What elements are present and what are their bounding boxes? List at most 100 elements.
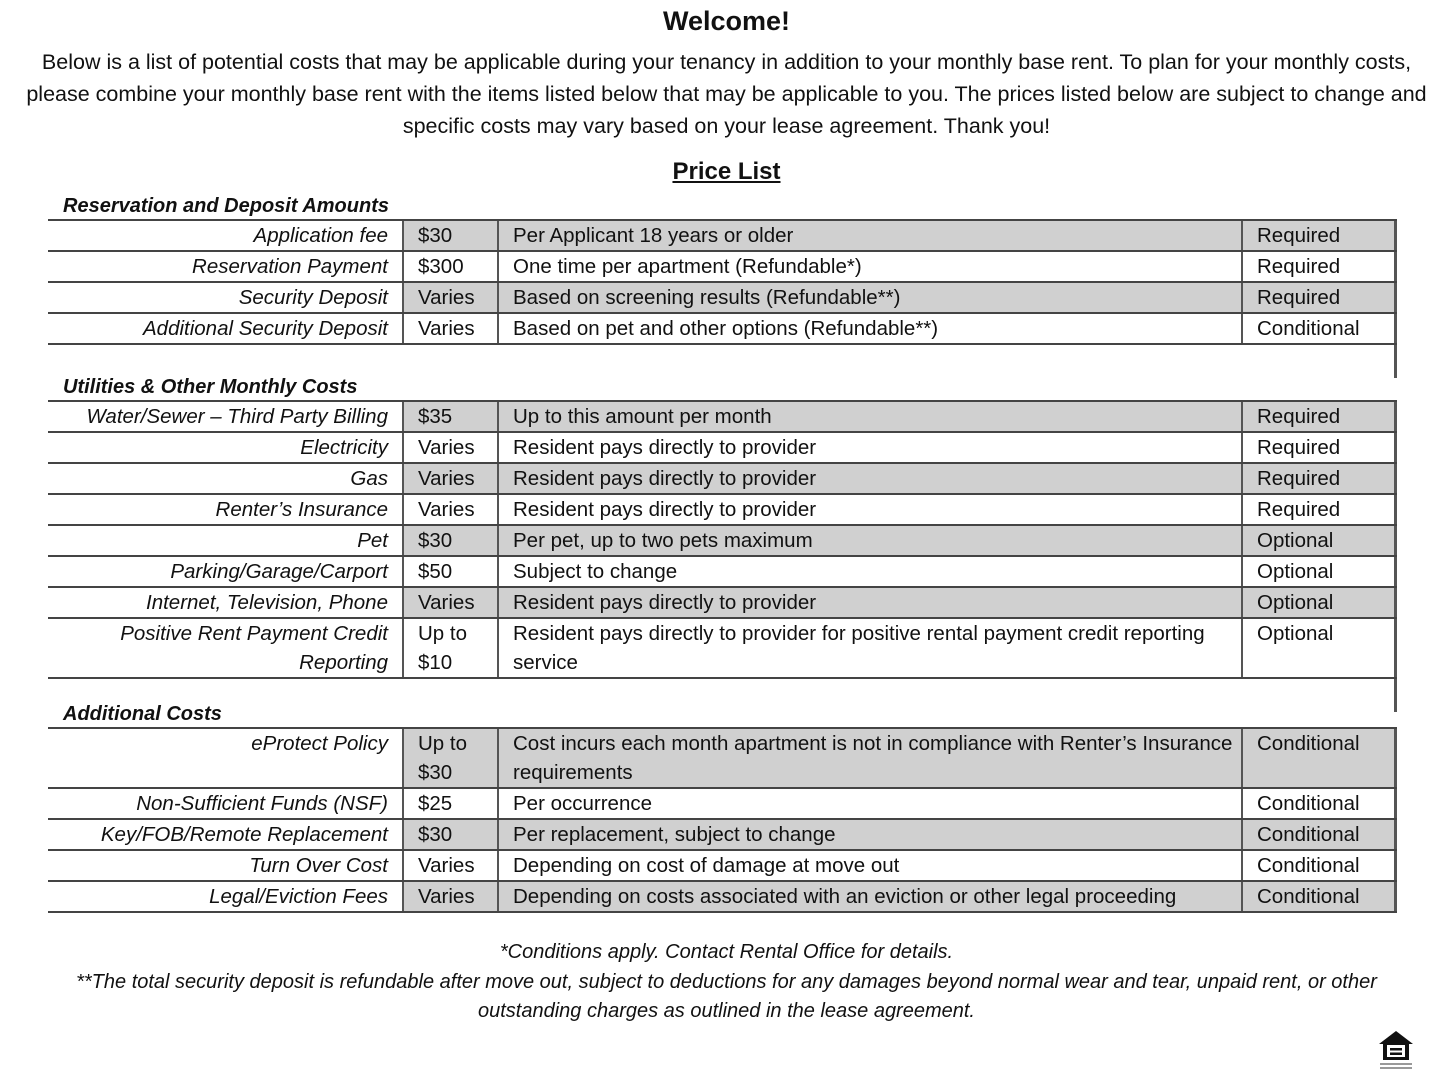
item-description: Depending on costs associated with an ev… bbox=[497, 882, 1241, 911]
table-row: Key/FOB/Remote Replacement $30 Per replace… bbox=[48, 818, 1397, 849]
item-amount: $30 bbox=[402, 526, 497, 555]
item-amount: $300 bbox=[402, 252, 497, 281]
table-row: Legal/Eviction Fees Varies Depending on co… bbox=[48, 880, 1397, 913]
section-reservation-deposit: Reservation and Deposit Amounts Applicati… bbox=[48, 193, 1397, 378]
price-table: Water/Sewer – Third Party Billing $35 Up t… bbox=[48, 400, 1397, 679]
item-amount: $30 bbox=[402, 820, 497, 849]
equal-housing-opportunity-icon bbox=[1379, 1031, 1413, 1069]
item-status: Conditional bbox=[1241, 820, 1397, 849]
item-label: Reservation Payment bbox=[192, 255, 388, 278]
item-amount: Varies bbox=[402, 851, 497, 880]
item-label: eProtect Policy bbox=[251, 732, 388, 755]
section-heading: Utilities & Other Monthly Costs bbox=[63, 376, 358, 398]
item-amount: Varies bbox=[402, 433, 497, 462]
table-row: Water/Sewer – Third Party Billing $35 Up t… bbox=[48, 400, 1397, 431]
item-label: Water/Sewer – Third Party Billing bbox=[86, 405, 388, 428]
section-utilities: Utilities & Other Monthly Costs Water/Sew… bbox=[48, 374, 1397, 712]
item-status: Required bbox=[1241, 464, 1397, 493]
item-status: Conditional bbox=[1241, 314, 1397, 343]
item-description: Subject to change bbox=[497, 557, 1241, 586]
item-amount: Varies bbox=[402, 495, 497, 524]
item-description: Cost incurs each month apartment is not … bbox=[497, 729, 1241, 787]
table-row: eProtect Policy Up to $30 Cost incurs each … bbox=[48, 727, 1397, 787]
item-description: Resident pays directly to provider bbox=[497, 433, 1241, 462]
item-status: Required bbox=[1241, 283, 1397, 312]
footnotes: *Conditions apply. Contact Rental Office… bbox=[40, 938, 1413, 1027]
item-label: Parking/Garage/Carport bbox=[170, 560, 388, 583]
table-row: Gas Varies Resident pays directly to provi… bbox=[48, 462, 1397, 493]
item-amount: $30 bbox=[402, 221, 497, 250]
item-amount: Varies bbox=[402, 464, 497, 493]
table-row: Additional Security Deposit Varies Based o… bbox=[48, 312, 1397, 345]
price-table: eProtect Policy Up to $30 Cost incurs each … bbox=[48, 727, 1397, 913]
item-label: Additional Security Deposit bbox=[143, 317, 388, 340]
section-spacer bbox=[402, 679, 1397, 712]
item-status: Optional bbox=[1241, 619, 1397, 677]
item-status: Optional bbox=[1241, 588, 1397, 617]
price-list-heading: Price List bbox=[672, 158, 781, 185]
item-status: Conditional bbox=[1241, 789, 1397, 818]
item-label: Security Deposit bbox=[238, 286, 388, 309]
item-description: Resident pays directly to provider bbox=[497, 495, 1241, 524]
item-amount: Varies bbox=[402, 882, 497, 911]
item-amount: Varies bbox=[402, 588, 497, 617]
page-title: Welcome! bbox=[662, 6, 791, 36]
item-description: Per replacement, subject to change bbox=[497, 820, 1241, 849]
item-status: Required bbox=[1241, 402, 1397, 431]
item-amount: $35 bbox=[402, 402, 497, 431]
item-status: Conditional bbox=[1241, 882, 1397, 911]
item-description: Per Applicant 18 years or older bbox=[497, 221, 1241, 250]
item-amount: $50 bbox=[402, 557, 497, 586]
item-label: Renter’s Insurance bbox=[215, 498, 388, 521]
price-table: Application fee $30 Per Applicant 18 years… bbox=[48, 219, 1397, 345]
item-description: Per pet, up to two pets maximum bbox=[497, 526, 1241, 555]
item-description: One time per apartment (Refundable*) bbox=[497, 252, 1241, 281]
section-spacer bbox=[402, 345, 1397, 378]
table-row: Reservation Payment $300 One time per apar… bbox=[48, 250, 1397, 281]
section-heading: Additional Costs bbox=[63, 703, 222, 725]
table-row: Application fee $30 Per Applicant 18 years… bbox=[48, 219, 1397, 250]
item-label: Gas bbox=[350, 467, 388, 490]
item-description: Resident pays directly to provider for p… bbox=[497, 619, 1241, 677]
item-label: Non-Sufficient Funds (NSF) bbox=[136, 792, 388, 815]
item-amount: Up to $30 bbox=[402, 729, 497, 787]
item-description: Depending on cost of damage at move out bbox=[497, 851, 1241, 880]
table-row: Parking/Garage/Carport $50 Subject to chan… bbox=[48, 555, 1397, 586]
intro-paragraph: Below is a list of potential costs that … bbox=[26, 50, 1427, 138]
table-row: Electricity Varies Resident pays directly … bbox=[48, 431, 1397, 462]
item-status: Required bbox=[1241, 433, 1397, 462]
item-status: Required bbox=[1241, 495, 1397, 524]
footnote-security-deposit: **The total security deposit is refundab… bbox=[76, 970, 1377, 1023]
item-description: Resident pays directly to provider bbox=[497, 588, 1241, 617]
item-label: Positive Rent Payment Credit Reporting bbox=[120, 622, 388, 674]
item-label: Legal/Eviction Fees bbox=[209, 885, 388, 908]
item-status: Required bbox=[1241, 252, 1397, 281]
item-description: Based on screening results (Refundable**… bbox=[497, 283, 1241, 312]
item-label: Application fee bbox=[253, 224, 388, 247]
section-additional-costs: Additional Costs eProtect Policy Up to $30 C… bbox=[48, 701, 1397, 913]
item-status: Optional bbox=[1241, 557, 1397, 586]
item-status: Optional bbox=[1241, 526, 1397, 555]
item-amount: Varies bbox=[402, 283, 497, 312]
item-label: Electricity bbox=[300, 436, 388, 459]
item-description: Resident pays directly to provider bbox=[497, 464, 1241, 493]
table-row: Positive Rent Payment Credit Reporting Up … bbox=[48, 617, 1397, 679]
footnote-conditions: *Conditions apply. Contact Rental Office… bbox=[499, 941, 954, 963]
item-status: Required bbox=[1241, 221, 1397, 250]
section-heading: Reservation and Deposit Amounts bbox=[63, 195, 389, 217]
item-amount: Varies bbox=[402, 314, 497, 343]
item-label: Pet bbox=[357, 529, 388, 552]
item-status: Conditional bbox=[1241, 729, 1397, 787]
item-amount: $25 bbox=[402, 789, 497, 818]
table-row: Pet $30 Per pet, up to two pets maximum Opt… bbox=[48, 524, 1397, 555]
table-row: Renter’s Insurance Varies Resident pays di… bbox=[48, 493, 1397, 524]
table-row: Non-Sufficient Funds (NSF) $25 Per occurre… bbox=[48, 787, 1397, 818]
item-label: Key/FOB/Remote Replacement bbox=[100, 823, 388, 846]
item-label: Turn Over Cost bbox=[249, 854, 388, 877]
table-row: Turn Over Cost Varies Depending on cost of… bbox=[48, 849, 1397, 880]
item-status: Conditional bbox=[1241, 851, 1397, 880]
item-label: Internet, Television, Phone bbox=[146, 591, 388, 614]
table-row: Internet, Television, Phone Varies Residen… bbox=[48, 586, 1397, 617]
item-description: Based on pet and other options (Refundab… bbox=[497, 314, 1241, 343]
item-description: Up to this amount per month bbox=[497, 402, 1241, 431]
